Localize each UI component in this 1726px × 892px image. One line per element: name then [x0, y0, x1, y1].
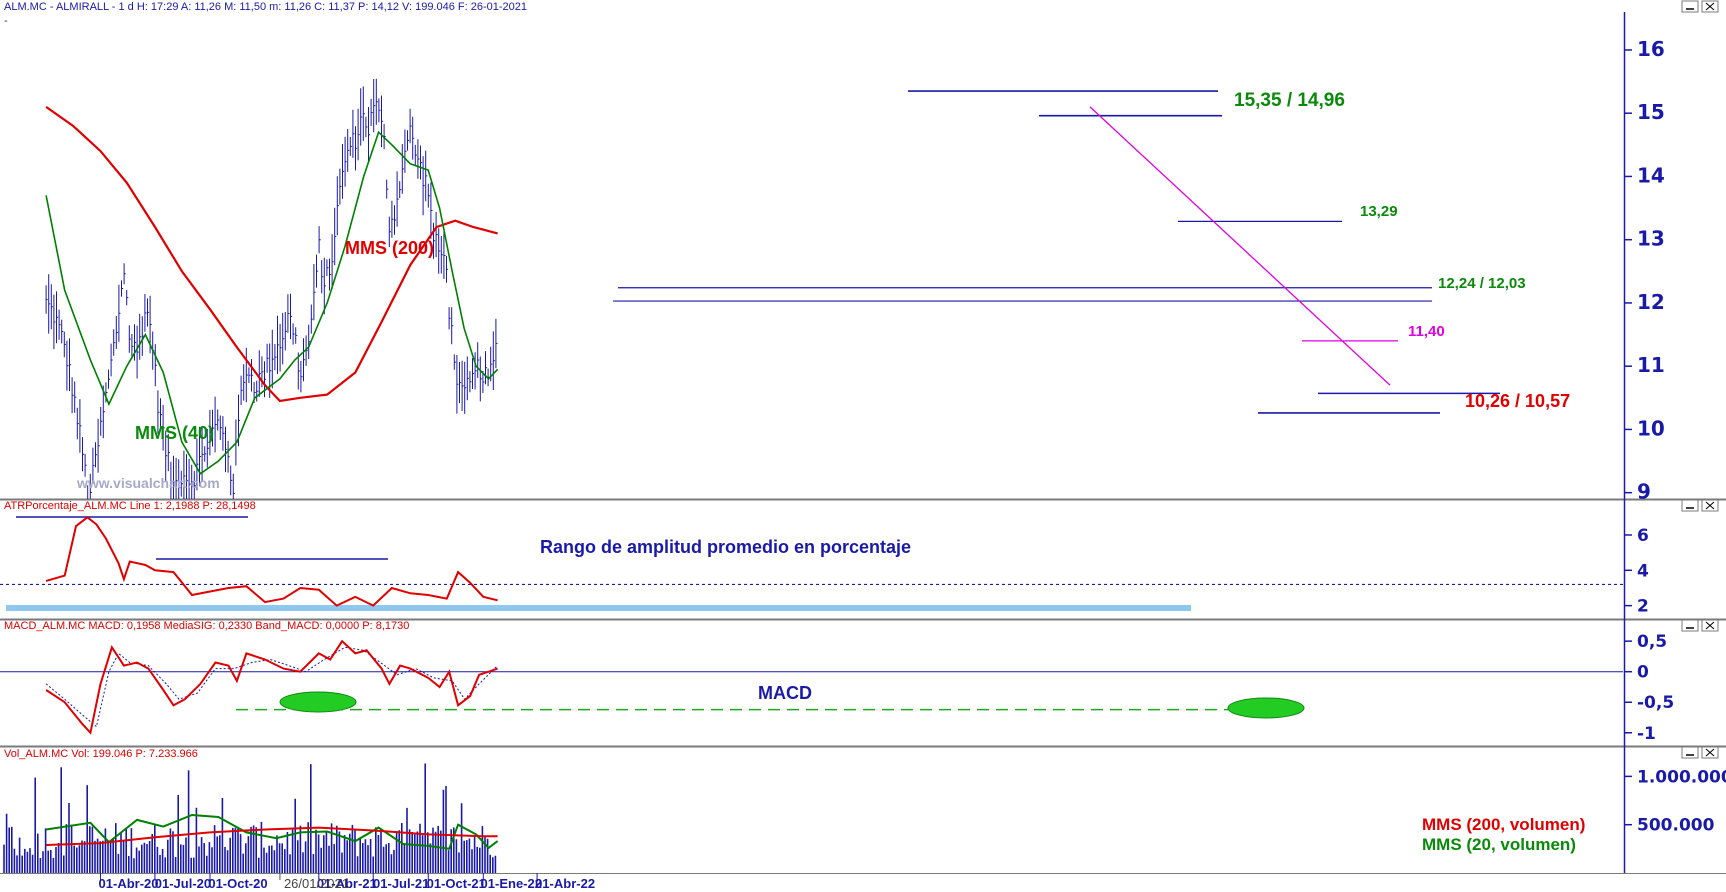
axes: 16 15 14 13 12 11 10 9 6 4 2 0,5 0 -0,5 -1 1.000.000 500… — [99, 37, 1726, 891]
price-panel-header: ALM.MC - ALMIRALL - 1 d H: 17:29 A: 11,2… — [4, 1, 527, 13]
atr-panel-title: Rango de amplitud promedio en porcentaje — [540, 537, 911, 557]
volume-mms20-label: MMS (20, volumen) — [1422, 835, 1576, 854]
volume-panel-window-buttons[interactable] — [1681, 746, 1719, 759]
watermark: www.visualchart.com — [76, 475, 220, 491]
atr-panel-window-buttons[interactable] — [1681, 499, 1719, 512]
volume-y-tick-label: 1.000.000 — [1637, 767, 1726, 787]
price-bars-path — [45, 78, 498, 499]
mms40-label: MMS (40) — [135, 423, 214, 443]
atr-y-tick-label: 2 — [1637, 597, 1649, 617]
price-panel-plot — [45, 78, 1500, 499]
minimize-icon[interactable] — [1681, 0, 1699, 13]
volume-panel-header: Vol_ALM.MC Vol: 199.046 P: 7.233.966 — [4, 748, 198, 760]
x-tick-label: 01-Oct-21 — [427, 876, 486, 891]
minimize-icon[interactable] — [1681, 746, 1699, 759]
volume-bars — [3, 763, 497, 873]
macd-line — [45, 639, 498, 735]
price-y-tick-label: 14 — [1637, 163, 1665, 187]
price-panel-header-aux: - — [4, 15, 8, 27]
minimize-icon[interactable] — [1681, 499, 1699, 512]
atr-panel-plot — [0, 516, 1623, 611]
level-label-11-40: 11,40 — [1408, 323, 1445, 340]
volume-mms200-label: MMS (200, volumen) — [1422, 815, 1585, 834]
mms40-line — [45, 130, 499, 475]
atr-y-tick-label: 4 — [1637, 561, 1649, 581]
volume-mms20-line — [45, 813, 499, 850]
level-label-12: 12,24 / 12,03 — [1438, 275, 1526, 292]
level-label-13: 13,29 — [1360, 203, 1398, 220]
atr-low-zone-band — [6, 605, 1191, 611]
price-y-tick-label: 16 — [1637, 37, 1665, 61]
x-tick-label: 01-Ene-22 — [481, 876, 542, 891]
downtrend-line — [1089, 106, 1391, 386]
x-tick-label: 01-Jul-20 — [155, 876, 211, 891]
price-y-tick-label: 13 — [1637, 227, 1665, 251]
minimize-icon[interactable] — [1681, 619, 1699, 632]
mms200-line — [45, 105, 498, 403]
mms200-label: MMS (200) — [345, 238, 434, 258]
macd-panel-header: MACD_ALM.MC MACD: 0,1958 MediaSIG: 0,233… — [4, 620, 409, 632]
atr-panel-header: ATRPorcentaje_ALM.MC Line 1: 2,1988 P: 2… — [4, 500, 256, 512]
atr-y-tick-label: 6 — [1637, 526, 1649, 546]
cursor-date-label: 26/01/2021 — [284, 876, 349, 891]
atr-line — [45, 516, 498, 607]
price-y-tick-label: 11 — [1637, 353, 1665, 377]
volume-mms200-line — [46, 826, 498, 846]
macd-y-tick-label: 0,5 — [1637, 632, 1667, 652]
macd-y-tick-label: -1 — [1637, 724, 1656, 744]
macd-panel-plot — [0, 639, 1623, 735]
macd-y-tick-label: -0,5 — [1637, 693, 1674, 713]
price-panel-window-buttons[interactable] — [1681, 0, 1719, 13]
macd-y-tick-label: 0 — [1637, 663, 1649, 683]
macd-panel-title: MACD — [758, 683, 812, 703]
price-y-tick-label: 9 — [1637, 480, 1651, 504]
volume-bars-path — [3, 763, 497, 873]
macd-low-ellipse-2 — [1227, 697, 1305, 719]
price-y-tick-label: 12 — [1637, 290, 1665, 314]
macd-low-ellipse-1 — [279, 691, 357, 713]
x-tick-label: 01-Jul-21 — [373, 876, 429, 891]
price-bars — [45, 78, 498, 499]
price-y-tick-label: 15 — [1637, 100, 1665, 124]
level-label-15: 15,35 / 14,96 — [1234, 90, 1345, 111]
x-tick-label: 01-Abr-20 — [99, 876, 159, 891]
x-tick-label: 01-Abr-21 — [317, 876, 377, 891]
x-tick-label: 01-Abr-22 — [535, 876, 595, 891]
macd-panel-window-buttons[interactable] — [1681, 619, 1719, 632]
price-y-tick-label: 10 — [1637, 416, 1665, 440]
macd-signal-line — [45, 646, 498, 728]
volume-panel-plot — [3, 763, 499, 873]
x-tick-label: 01-Oct-20 — [208, 876, 267, 891]
level-label-10: 10,26 / 10,57 — [1465, 391, 1570, 411]
volume-y-tick-label: 500.000 — [1637, 816, 1715, 836]
